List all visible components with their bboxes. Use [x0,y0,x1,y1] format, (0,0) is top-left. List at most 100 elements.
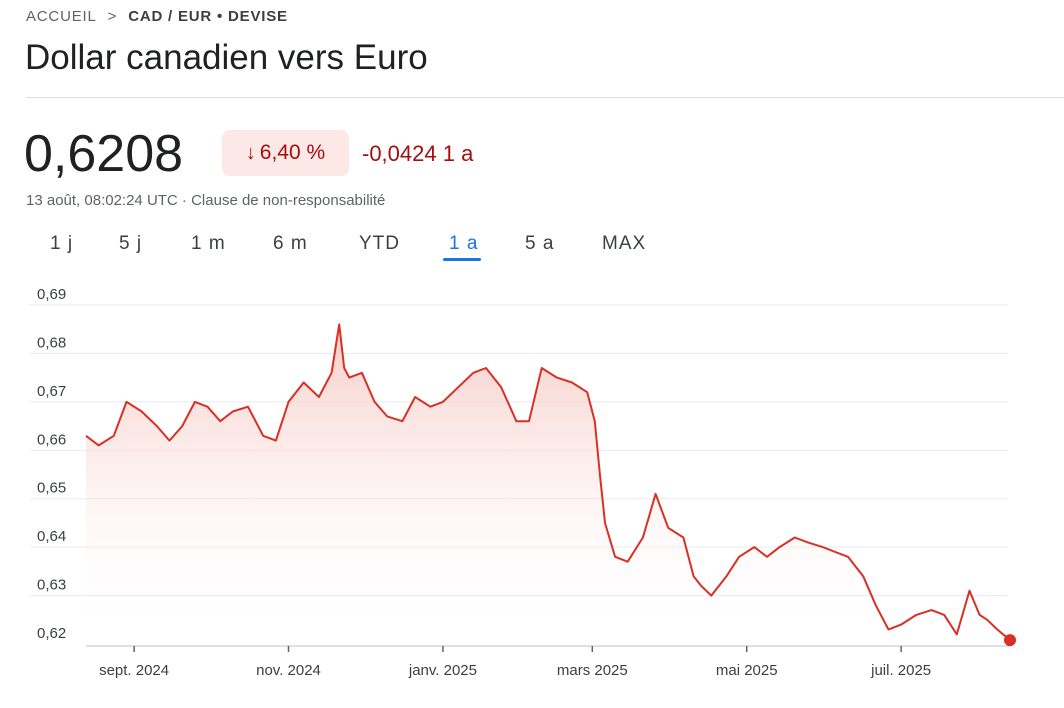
data-point [861,574,865,578]
data-point [570,380,574,384]
data-point [833,550,837,554]
tab-6-months[interactable]: 6 m [273,233,308,254]
data-point [274,439,278,443]
change-percent-badge: ↓ 6,40 % [222,130,349,176]
data-point [724,574,728,578]
breadcrumb-current: CAD / EUR • DEVISE [128,8,288,25]
data-point [527,419,531,423]
data-point [140,410,144,414]
data-point [793,535,797,539]
data-point [654,492,658,496]
data-point [886,627,890,631]
data-point [155,424,159,428]
data-point [540,366,544,370]
data-point [499,385,503,389]
header-divider [26,97,1064,98]
y-tick-label: 0,69 [37,286,66,303]
chart-area-fill [86,324,1010,644]
data-point [246,405,250,409]
y-tick-label: 0,66 [37,431,66,448]
tab-ytd[interactable]: YTD [359,233,400,254]
y-tick-label: 0,64 [37,528,66,545]
data-point [385,414,389,418]
data-point [360,371,364,375]
y-tick-label: 0,68 [37,334,66,351]
data-point [874,603,878,607]
data-point [206,405,210,409]
data-point [484,366,488,370]
data-point [514,419,518,423]
data-point [231,410,235,414]
data-point [846,555,850,559]
change-percent-value: 6,40 % [259,141,326,164]
chevron-right-icon: > [107,8,118,25]
tab-5-years[interactable]: 5 a [525,233,555,254]
data-point [456,385,460,389]
data-point [413,395,417,399]
data-point [84,434,88,438]
breadcrumb: ACCUEIL > CAD / EUR • DEVISE [26,8,288,25]
data-point [914,613,918,617]
breadcrumb-home-link[interactable]: ACCUEIL [26,8,97,25]
data-point [193,400,197,404]
data-point [218,419,222,423]
data-point [641,535,645,539]
data-point [752,545,756,549]
data-point [737,555,741,559]
change-absolute: -0,0424 1 a [362,141,474,166]
tab-1-day[interactable]: 1 j [50,233,74,254]
y-tick-label: 0,63 [37,577,66,594]
data-point [899,623,903,627]
data-point [261,434,265,438]
data-point [995,627,999,631]
y-tick-label: 0,65 [37,480,66,497]
data-point [778,545,782,549]
x-tick-label: nov. 2024 [256,662,321,679]
data-point [593,419,597,423]
data-point [985,618,989,622]
data-point [400,419,404,423]
data-point [373,400,377,404]
data-point [613,555,617,559]
y-tick-label: 0,67 [37,383,66,400]
data-point [287,400,291,404]
data-point [125,400,129,404]
data-point [709,594,713,598]
x-tick-label: janv. 2025 [408,662,477,679]
data-point [168,439,172,443]
x-tick-label: mars 2025 [557,662,628,679]
data-point [692,574,696,578]
x-tick-label: mai 2025 [716,662,778,679]
arrow-down-icon: ↓ [245,141,256,164]
data-point [681,535,685,539]
data-point [97,443,101,447]
data-point [330,371,334,375]
data-point [955,632,959,636]
data-point [805,540,809,544]
last-value-marker[interactable] [1004,634,1016,647]
tab-max[interactable]: MAX [602,233,647,254]
data-point [428,405,432,409]
active-tab-indicator [443,258,481,261]
chart-series-line [85,323,1011,641]
current-price: 0,6208 [24,125,184,183]
price-chart[interactable]: 0,69 0,68 0,67 0,66 0,65 0,64 0,63 0,62 sept. 2… [0,280,1064,700]
tab-1-month[interactable]: 1 m [191,233,226,254]
data-point [930,608,934,612]
data-point [302,380,306,384]
y-tick-label: 0,62 [37,625,66,642]
data-point [978,613,982,617]
data-point [441,400,445,404]
data-point [821,545,825,549]
data-point [699,584,703,588]
x-tick-label: sept. 2024 [99,662,169,679]
data-point [666,526,670,530]
page-title: Dollar canadien vers Euro [25,38,428,77]
data-point [317,395,321,399]
data-point [603,521,607,525]
data-point [337,322,341,326]
tab-1-year[interactable]: 1 a [449,233,479,254]
data-point [967,589,971,593]
tab-5-days[interactable]: 5 j [119,233,143,254]
data-point [342,366,346,370]
